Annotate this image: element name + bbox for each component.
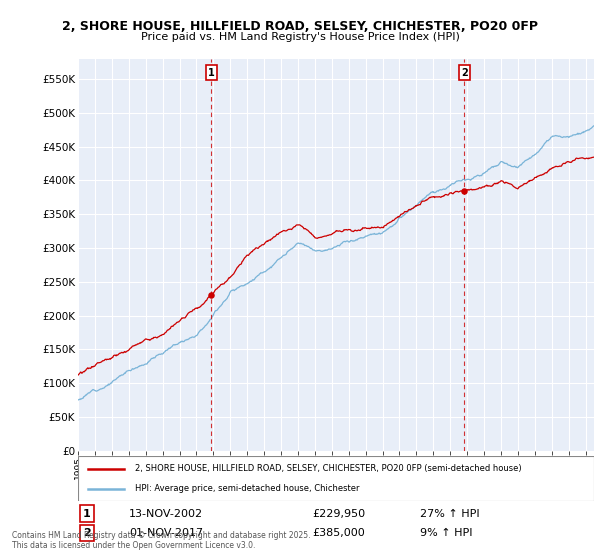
Text: 9% ↑ HPI: 9% ↑ HPI [420, 528, 473, 538]
Text: 2: 2 [461, 68, 467, 77]
Point [460, 186, 469, 195]
Text: 2: 2 [83, 528, 91, 538]
Text: Price paid vs. HM Land Registry's House Price Index (HPI): Price paid vs. HM Land Registry's House … [140, 32, 460, 43]
Text: HPI: Average price, semi-detached house, Chichester: HPI: Average price, semi-detached house,… [135, 484, 359, 493]
Text: 27% ↑ HPI: 27% ↑ HPI [420, 508, 479, 519]
Text: 01-NOV-2017: 01-NOV-2017 [129, 528, 203, 538]
Text: 2, SHORE HOUSE, HILLFIELD ROAD, SELSEY, CHICHESTER, PO20 0FP: 2, SHORE HOUSE, HILLFIELD ROAD, SELSEY, … [62, 20, 538, 32]
Text: 13-NOV-2002: 13-NOV-2002 [129, 508, 203, 519]
Text: 1: 1 [208, 68, 215, 77]
Text: £385,000: £385,000 [312, 528, 365, 538]
Text: Contains HM Land Registry data © Crown copyright and database right 2025.
This d: Contains HM Land Registry data © Crown c… [12, 530, 311, 550]
Text: £229,950: £229,950 [312, 508, 365, 519]
Text: 1: 1 [83, 508, 91, 519]
Point [206, 291, 216, 300]
Text: 2, SHORE HOUSE, HILLFIELD ROAD, SELSEY, CHICHESTER, PO20 0FP (semi-detached hous: 2, SHORE HOUSE, HILLFIELD ROAD, SELSEY, … [135, 464, 521, 473]
